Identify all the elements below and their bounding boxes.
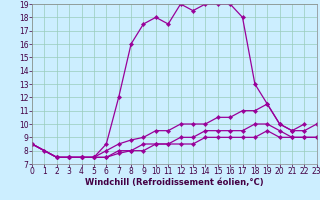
X-axis label: Windchill (Refroidissement éolien,°C): Windchill (Refroidissement éolien,°C) [85,178,264,187]
